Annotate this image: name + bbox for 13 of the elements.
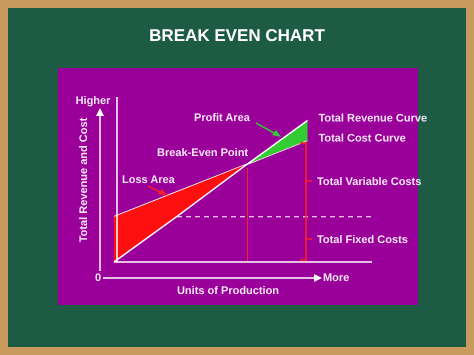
- annotation: Total Fixed Costs: [317, 234, 408, 246]
- annotation: Profit Area: [194, 112, 251, 124]
- text: Higher: [76, 95, 112, 108]
- annotation: Loss Area: [122, 174, 176, 186]
- x-axis-title: Units of Production: [176, 285, 280, 298]
- series-label: Total Revenue Curve: [318, 112, 428, 125]
- annotation: Total Variable Costs: [317, 176, 422, 188]
- y-axis-title: Total Revenue and Cost: [78, 117, 90, 242]
- series-label: Total Cost Curve: [318, 132, 406, 144]
- text: 0: [94, 272, 102, 284]
- annotation: Break-Even Point: [157, 147, 248, 160]
- chart-title: BREAK EVEN CHART: [148, 26, 326, 46]
- text: More: [323, 272, 350, 284]
